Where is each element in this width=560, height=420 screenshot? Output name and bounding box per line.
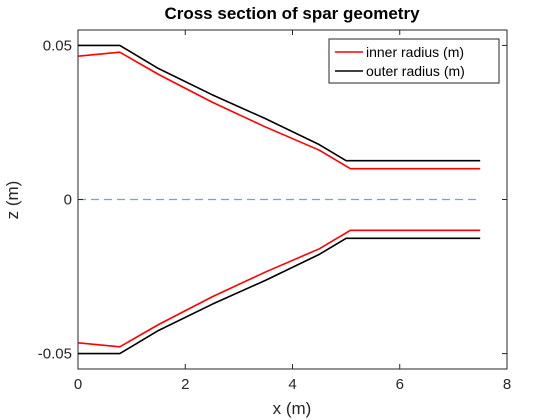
legend-entry-label: inner radius (m) (366, 44, 464, 60)
series-line-outer-lower (78, 237, 481, 355)
series-line-inner-upper (77, 51, 481, 170)
series-line-inner-lower (77, 229, 481, 348)
y-tick-label: 0.05 (43, 37, 72, 54)
legend-box (328, 38, 500, 84)
legend: inner radius (m) outer radius (m) (328, 38, 500, 84)
y-axis-label: z (m) (3, 181, 22, 220)
x-axis-label: x (m) (273, 399, 312, 418)
x-tick-label: 2 (181, 376, 189, 393)
x-tick-label: 8 (503, 376, 511, 393)
series-line-outer-upper (78, 44, 481, 162)
x-tick-label: 4 (288, 376, 296, 393)
legend-entry-label: outer radius (m) (366, 63, 465, 79)
x-tick-label: 0 (74, 376, 82, 393)
chart-title: Cross section of spar geometry (164, 4, 420, 23)
y-tick-label: 0 (64, 192, 72, 209)
x-tick-label: 6 (396, 376, 404, 393)
y-tick-label: -0.05 (38, 346, 72, 363)
